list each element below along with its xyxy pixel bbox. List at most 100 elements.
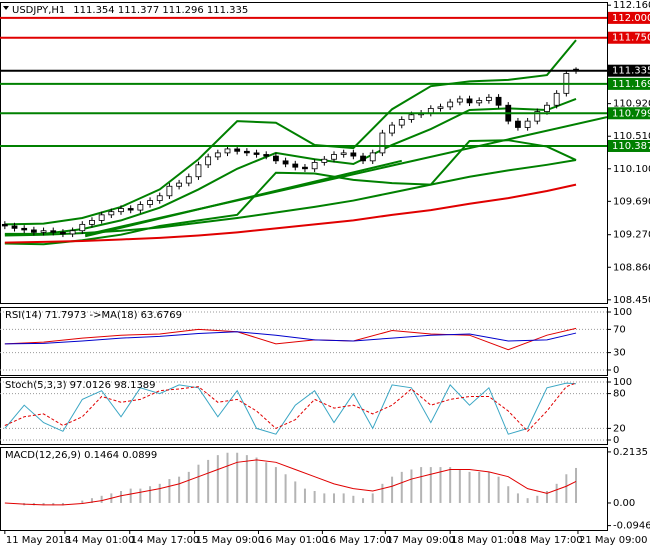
histogram-bar: [507, 486, 510, 503]
histogram-bar: [303, 488, 306, 503]
candle-body: [369, 152, 376, 162]
candle-body: [205, 156, 212, 166]
x-tick-label: 14 May 17:00: [131, 535, 200, 546]
title-text: Stoch(5,3,3) 97.0126 98.1389: [5, 380, 156, 391]
plot-area: [0, 16, 607, 246]
candle-body: [156, 195, 163, 201]
indicator-line: [4, 382, 577, 435]
candle-body: [79, 223, 86, 232]
candle-body: [11, 225, 18, 229]
histogram-bar: [342, 493, 345, 503]
y-tick-label: 0.00: [613, 498, 635, 509]
candle-body: [214, 152, 221, 158]
y-tick-label: -0.0946: [613, 521, 650, 532]
level-label-box: [608, 31, 650, 44]
x-tick-label: 14 May 01:00: [66, 535, 135, 546]
candle-body: [50, 230, 57, 233]
panel-frame: [0, 2, 608, 304]
histogram-bar: [313, 491, 316, 503]
level-label: 110.387: [612, 141, 650, 152]
histogram-bar: [236, 452, 239, 503]
histogram-bar: [536, 495, 539, 503]
histogram-bar: [545, 491, 548, 503]
panel-title: RSI(14) 71.7973 ->MA(18) 63.6769: [5, 310, 182, 321]
candle-body: [282, 160, 289, 165]
candle-body: [350, 152, 357, 157]
menu-icon[interactable]: [3, 6, 9, 10]
plot-area: [0, 311, 607, 371]
candle-body: [340, 152, 347, 155]
candle-body: [408, 114, 415, 120]
candle-body: [21, 227, 28, 231]
candle-body: [137, 204, 144, 211]
overlay-line: [4, 97, 577, 235]
histogram-bar: [468, 471, 471, 503]
histogram-bar: [129, 488, 132, 503]
candle-body: [98, 214, 105, 221]
x-tick-label: 18 May 17:00: [514, 535, 583, 546]
histogram-bar: [120, 491, 123, 503]
candle-body: [534, 111, 541, 122]
candle-body: [127, 208, 134, 211]
candle-body: [398, 119, 405, 126]
candle-body: [515, 120, 521, 128]
candle-body: [292, 163, 299, 168]
candle-body: [379, 132, 386, 154]
level-label: 111.750: [612, 33, 650, 44]
plot-area: [0, 381, 607, 441]
x-tick-label: 16 May 17:00: [323, 535, 392, 546]
histogram-bar: [52, 502, 55, 506]
candle-body: [321, 158, 328, 163]
histogram-bar: [168, 479, 171, 503]
histogram-bar: [526, 498, 529, 503]
level-label-box: [608, 11, 650, 24]
candle-body: [108, 211, 115, 216]
candle-body: [485, 96, 492, 101]
histogram-bar: [391, 476, 394, 503]
y-tick-label: 20: [613, 423, 626, 434]
candle-body: [224, 148, 231, 154]
candle-body: [30, 229, 37, 233]
panel-frame: [0, 377, 608, 445]
histogram-bar: [439, 467, 442, 503]
x-tick-label: 16 May 01:00: [259, 535, 328, 546]
signal-line: [4, 459, 577, 506]
candle-body: [524, 120, 531, 128]
y-tick-label: 108.450: [613, 295, 650, 306]
histogram-bar: [61, 502, 64, 506]
indicator-line: [4, 327, 577, 351]
level-label-box: [608, 64, 650, 77]
y-tick-label: 100: [613, 307, 632, 318]
trend-line: [84, 159, 402, 238]
y-tick-label: 100: [613, 377, 632, 388]
candle-body: [1, 223, 8, 227]
candle-body: [69, 230, 76, 235]
candle-body: [476, 100, 483, 104]
panel-frame: [0, 307, 608, 376]
panel-title: MACD(12,26,9) 0.1464 0.0899: [5, 450, 157, 461]
histogram-bar: [187, 471, 190, 503]
histogram-bar: [284, 474, 287, 503]
panel-title: USDJPY,H1 111.354 111.377 111.296 111.335: [12, 5, 248, 16]
level-label: 112.000: [612, 13, 650, 24]
candle-body: [147, 200, 153, 205]
histogram-bar: [429, 467, 432, 503]
histogram-bar: [487, 471, 490, 503]
panel-title: Stoch(5,3,3) 97.0126 98.1389: [5, 380, 156, 391]
x-tick-label: 11 May 2018: [6, 535, 71, 546]
histogram-bar: [323, 493, 326, 503]
histogram-bar: [207, 459, 210, 503]
candle-body: [311, 162, 318, 170]
histogram-bar: [178, 476, 181, 503]
histogram-bar: [410, 469, 413, 503]
candle-body: [553, 92, 560, 106]
histogram-bar: [197, 464, 200, 503]
candle-body: [176, 182, 182, 187]
candle-body: [118, 208, 124, 213]
histogram-bar: [478, 471, 481, 503]
candle-body: [389, 124, 395, 134]
histogram-bar: [245, 455, 248, 503]
histogram-bar: [42, 502, 45, 506]
candle-body: [447, 101, 454, 108]
indicator-line: [4, 331, 577, 345]
